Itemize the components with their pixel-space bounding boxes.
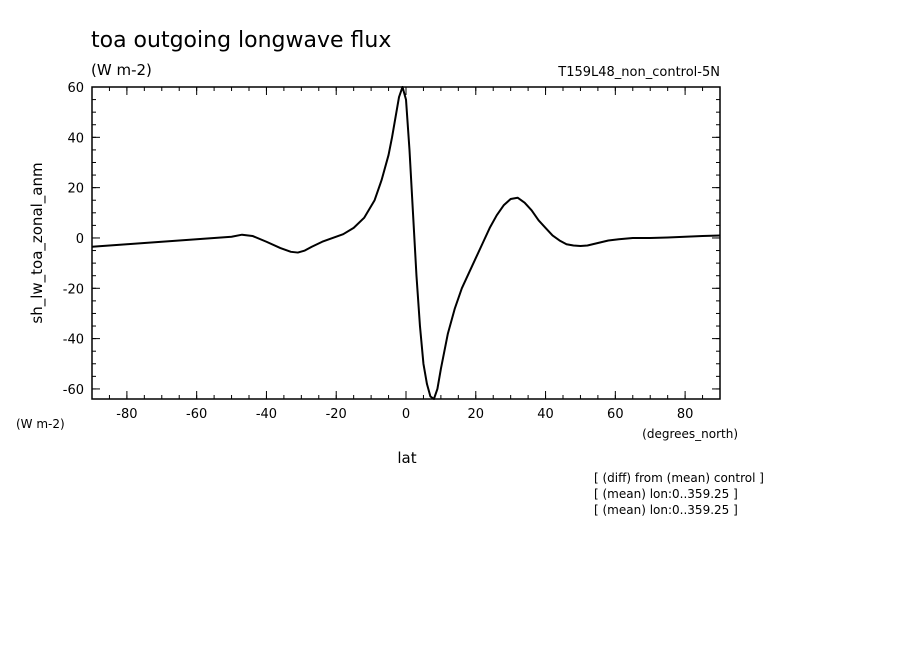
series-line bbox=[91, 86, 721, 400]
plot-frame bbox=[91, 86, 721, 400]
x-tick-label: -80 bbox=[116, 407, 137, 422]
x-tick-label: 20 bbox=[468, 407, 485, 422]
x-units-label: (degrees_north) bbox=[642, 427, 738, 441]
y-tick-label: 40 bbox=[67, 131, 84, 146]
x-axis-label: lat bbox=[397, 449, 416, 467]
y-tick-label: 20 bbox=[67, 182, 84, 197]
axis-ticks bbox=[91, 86, 721, 399]
y-units-label: (W m-2) bbox=[16, 417, 65, 431]
run-label: T159L48_non_control-5N bbox=[557, 65, 720, 80]
note-mean-lon-1: [ (mean) lon:0..359.25 ] bbox=[594, 487, 738, 501]
axis-tick-labels: -80 -60 -40 -20 0 20 40 60 80 -60 -40 -20 0 20 40 60 bbox=[63, 81, 694, 422]
x-tick-label: -40 bbox=[256, 407, 277, 422]
chart-title: toa outgoing longwave flux bbox=[91, 28, 391, 53]
note-mean-lon-2: [ (mean) lon:0..359.25 ] bbox=[594, 503, 738, 517]
x-tick-label: 60 bbox=[607, 407, 624, 422]
y-tick-label: -40 bbox=[63, 333, 84, 348]
x-tick-label: -20 bbox=[326, 407, 347, 422]
x-tick-label: 40 bbox=[537, 407, 554, 422]
y-tick-label: 60 bbox=[67, 81, 84, 96]
x-tick-label: 0 bbox=[402, 407, 410, 422]
y-axis-label: sh_lw_toa_zonal_anm bbox=[28, 162, 47, 323]
chart-units: (W m-2) bbox=[91, 61, 152, 79]
y-tick-label: -20 bbox=[63, 282, 84, 297]
y-tick-label: 0 bbox=[76, 232, 84, 247]
x-tick-label: -60 bbox=[186, 407, 207, 422]
y-tick-label: -60 bbox=[63, 383, 84, 398]
x-tick-label: 80 bbox=[677, 407, 694, 422]
note-diff: [ (diff) from (mean) control ] bbox=[594, 471, 764, 485]
